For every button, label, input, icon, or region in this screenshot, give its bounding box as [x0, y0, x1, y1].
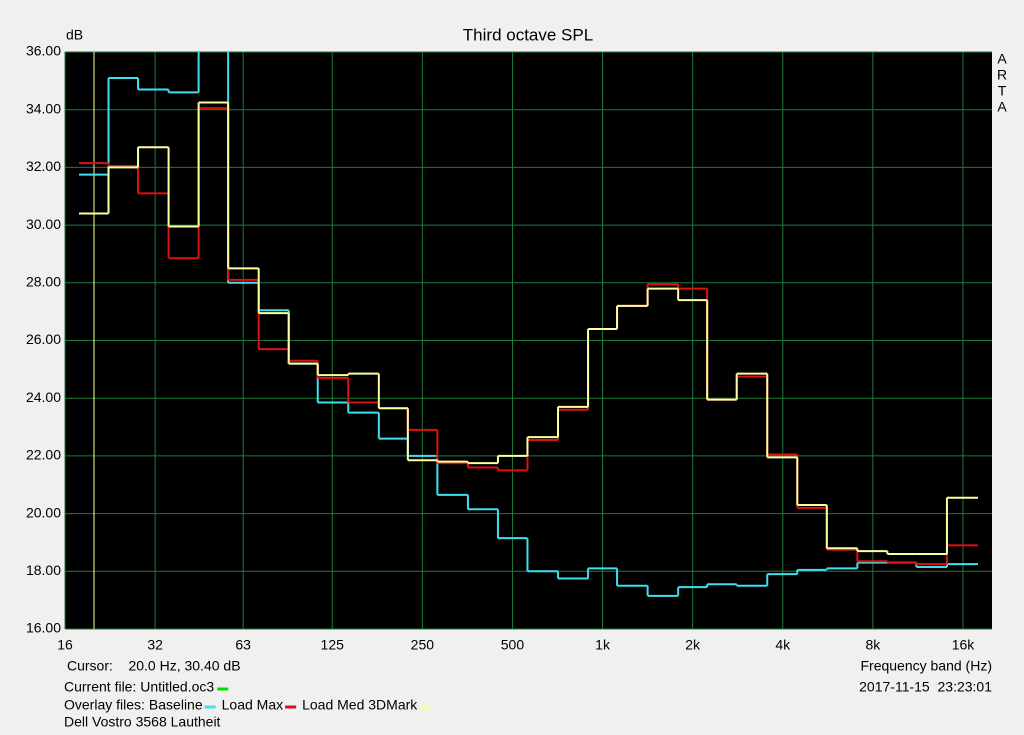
y-tick-label: 36.00 — [26, 43, 61, 59]
current-file: Current file: Untitled.oc3 — [64, 679, 214, 695]
y-tick-label: 30.00 — [26, 216, 61, 232]
y-tick-label: 18.00 — [26, 562, 61, 578]
x-tick-label: 32 — [147, 637, 163, 653]
cursor-readout: Cursor: 20.0 Hz, 30.40 dB — [67, 658, 241, 674]
overlay-label: Overlay files: — [64, 697, 145, 713]
x-tick-label: 16 — [57, 637, 73, 653]
chart-title: Third octave SPL — [463, 25, 593, 44]
x-tick-label: 500 — [501, 637, 525, 653]
legend-label: Load Med 3DMark — [302, 697, 418, 713]
brand-letter: A — [997, 99, 1007, 115]
x-tick-label: 250 — [411, 637, 435, 653]
x-tick-label: 2k — [685, 637, 701, 653]
y-axis-label: dB — [66, 27, 83, 43]
x-tick-label: 125 — [321, 637, 345, 653]
x-tick-label: 63 — [235, 637, 251, 653]
brand-letter: T — [998, 83, 1007, 99]
x-axis-label: Frequency band (Hz) — [860, 658, 992, 674]
legend-label: Baseline — [149, 697, 203, 713]
y-tick-label: 26.00 — [26, 331, 61, 347]
y-tick-label: 32.00 — [26, 158, 61, 174]
timestamp: 2017-11-15 23:23:01 — [859, 679, 992, 695]
footer: Dell Vostro 3568 Lautheit — [64, 714, 221, 730]
y-tick-label: 16.00 — [26, 620, 61, 636]
x-tick-label: 16k — [952, 637, 976, 653]
y-tick-label: 28.00 — [26, 274, 61, 290]
x-tick-label: 4k — [775, 637, 791, 653]
legend-label: Load Max — [222, 697, 283, 713]
x-tick-label: 1k — [595, 637, 611, 653]
x-tick-label: 8k — [865, 637, 881, 653]
brand-letter: R — [997, 67, 1007, 83]
brand-letter: A — [997, 51, 1007, 67]
y-tick-label: 34.00 — [26, 100, 61, 116]
y-tick-label: 24.00 — [26, 389, 61, 405]
y-tick-label: 20.00 — [26, 504, 61, 520]
y-tick-label: 22.00 — [26, 447, 61, 463]
